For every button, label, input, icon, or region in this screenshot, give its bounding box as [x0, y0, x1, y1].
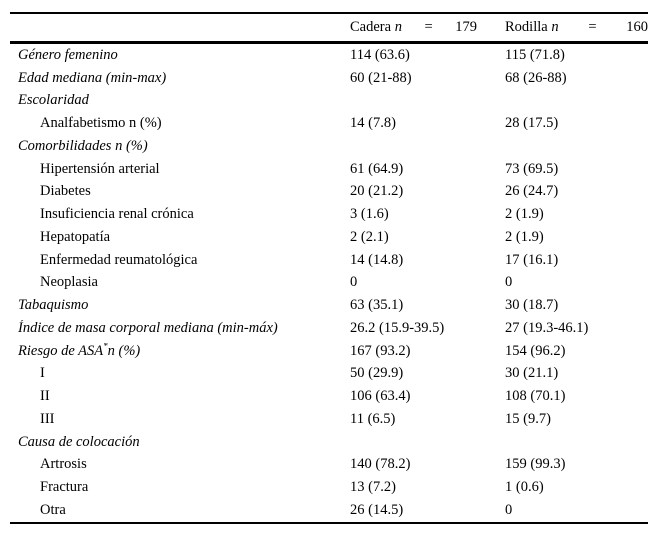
column-header-rodilla: Rodilla n = 160 — [505, 19, 648, 36]
cadera-value: 2 (2.1) — [350, 228, 389, 245]
demographics-table: Cadera n = 179 Rodilla n = 160 Género fe… — [10, 12, 648, 524]
n-variable: n — [551, 19, 559, 35]
rodilla-value: 0 — [505, 274, 513, 291]
row-label: II — [40, 388, 50, 405]
table-row: Hipertensión arterial 61 (64.9) 73 (69.5) — [10, 158, 648, 181]
row-label: Tabaquismo — [18, 297, 89, 314]
cadera-value: 50 (29.9) — [350, 365, 404, 382]
row-label: Causa de colocación — [18, 433, 140, 450]
table-row: Escolaridad — [10, 90, 648, 113]
table-row: Género femenino 114 (63.6) 115 (71.8) — [10, 44, 648, 67]
table-row: Artrosis 140 (78.2) 159 (99.3) — [10, 454, 648, 477]
table-row: I 50 (29.9) 30 (21.1) — [10, 363, 648, 386]
table-row: Analfabetismo n (%) 14 (7.8) 28 (17.5) — [10, 112, 648, 135]
row-label: Edad mediana (min-max) — [18, 69, 167, 86]
asa-footnote-asterisk: * — [103, 342, 108, 351]
row-label: Riesgo de ASA*n (%) — [18, 342, 141, 359]
table-row: Tabaquismo 63 (35.1) 30 (18.7) — [10, 294, 648, 317]
rodilla-value: 68 (26-88) — [505, 69, 567, 86]
table-row: Comorbilidades n (%) — [10, 135, 648, 158]
row-label: Género femenino — [18, 46, 118, 63]
row-label: Otra — [40, 501, 66, 518]
rodilla-n-count: 160 — [626, 19, 648, 35]
cadera-value: 26 (14.5) — [350, 501, 404, 518]
equals-sign: = — [424, 19, 433, 35]
row-label: Insuficiencia renal crónica — [40, 206, 194, 223]
table-body: Género femenino 114 (63.6) 115 (71.8) Edad … — [10, 44, 648, 524]
row-label: Enfermedad reumatológica — [40, 251, 198, 268]
rodilla-value: 17 (16.1) — [505, 251, 559, 268]
cadera-value: 3 (1.6) — [350, 206, 389, 223]
row-label: Hipertensión arterial — [40, 160, 160, 177]
row-label: Comorbilidades n (%) — [18, 137, 148, 154]
cadera-value: 26.2 (15.9-39.5) — [350, 319, 445, 336]
row-label: Analfabetismo n (%) — [40, 115, 162, 132]
n-variable: n — [394, 19, 402, 35]
table-row: Enfermedad reumatológica 14 (14.8) 17 (16.… — [10, 249, 648, 272]
table-row: Hepatopatía 2 (2.1) 2 (1.9) — [10, 226, 648, 249]
rodilla-group-label: Rodilla n — [505, 19, 559, 35]
rodilla-value: 15 (9.7) — [505, 410, 551, 427]
cadera-value: 106 (63.4) — [350, 388, 411, 405]
row-label: Hepatopatía — [40, 228, 111, 245]
row-label: Diabetes — [40, 183, 91, 200]
rodilla-value: 73 (69.5) — [505, 160, 559, 177]
rodilla-value: 26 (24.7) — [505, 183, 559, 200]
cadera-value: 20 (21.2) — [350, 183, 404, 200]
column-header-cadera: Cadera n = 179 — [350, 19, 505, 36]
cadera-value: 63 (35.1) — [350, 297, 404, 314]
rodilla-value: 2 (1.9) — [505, 206, 544, 223]
table-row: Índice de masa corporal mediana (min-máx… — [10, 317, 648, 340]
row-label-suffix: n (%) — [107, 342, 141, 359]
cadera-value: 14 (7.8) — [350, 115, 396, 132]
table-row: III 11 (6.5) 15 (9.7) — [10, 408, 648, 431]
row-label: Índice de masa corporal mediana (min-máx… — [18, 319, 278, 336]
cadera-value: 140 (78.2) — [350, 456, 411, 473]
cadera-value: 11 (6.5) — [350, 410, 396, 427]
cadera-value: 0 — [350, 274, 358, 291]
cadera-value: 167 (93.2) — [350, 342, 411, 359]
rodilla-value: 154 (96.2) — [505, 342, 566, 359]
cadera-value: 61 (64.9) — [350, 160, 404, 177]
rodilla-value: 0 — [505, 501, 513, 518]
row-label: I — [40, 365, 45, 382]
rodilla-value: 159 (99.3) — [505, 456, 566, 473]
rodilla-value: 2 (1.9) — [505, 228, 544, 245]
row-label: III — [40, 410, 55, 427]
table-row: II 106 (63.4) 108 (70.1) — [10, 385, 648, 408]
row-label: Neoplasia — [40, 274, 98, 291]
cadera-n-count: 179 — [455, 19, 477, 35]
table-row: Causa de colocación — [10, 431, 648, 454]
table-row: Insuficiencia renal crónica 3 (1.6) 2 (1.9… — [10, 203, 648, 226]
table-row: Diabetes 20 (21.2) 26 (24.7) — [10, 181, 648, 204]
table-row: Otra 26 (14.5) 0 — [10, 499, 648, 522]
rodilla-value: 115 (71.8) — [505, 46, 565, 63]
cadera-value: 60 (21-88) — [350, 69, 412, 86]
cadera-value: 14 (14.8) — [350, 251, 404, 268]
table-row: Fractura 13 (7.2) 1 (0.6) — [10, 476, 648, 499]
rodilla-value: 30 (18.7) — [505, 297, 559, 314]
table-row: Edad mediana (min-max) 60 (21-88) 68 (26-8… — [10, 67, 648, 90]
row-label: Escolaridad — [18, 92, 89, 109]
rodilla-value: 108 (70.1) — [505, 388, 566, 405]
table-header-row: Cadera n = 179 Rodilla n = 160 — [10, 12, 648, 44]
cadera-value: 114 (63.6) — [350, 46, 410, 63]
equals-sign: = — [588, 19, 597, 35]
cadera-group-label: Cadera n — [350, 19, 402, 35]
table-row: Riesgo de ASA*n (%) 167 (93.2) 154 (96.2) — [10, 340, 648, 363]
table-row: Neoplasia 0 0 — [10, 272, 648, 295]
rodilla-value: 28 (17.5) — [505, 115, 559, 132]
rodilla-value: 27 (19.3-46.1) — [505, 319, 589, 336]
rodilla-value: 1 (0.6) — [505, 479, 544, 496]
cadera-value: 13 (7.2) — [350, 479, 396, 496]
rodilla-value: 30 (21.1) — [505, 365, 559, 382]
row-label: Artrosis — [40, 456, 87, 473]
row-label: Fractura — [40, 479, 89, 496]
